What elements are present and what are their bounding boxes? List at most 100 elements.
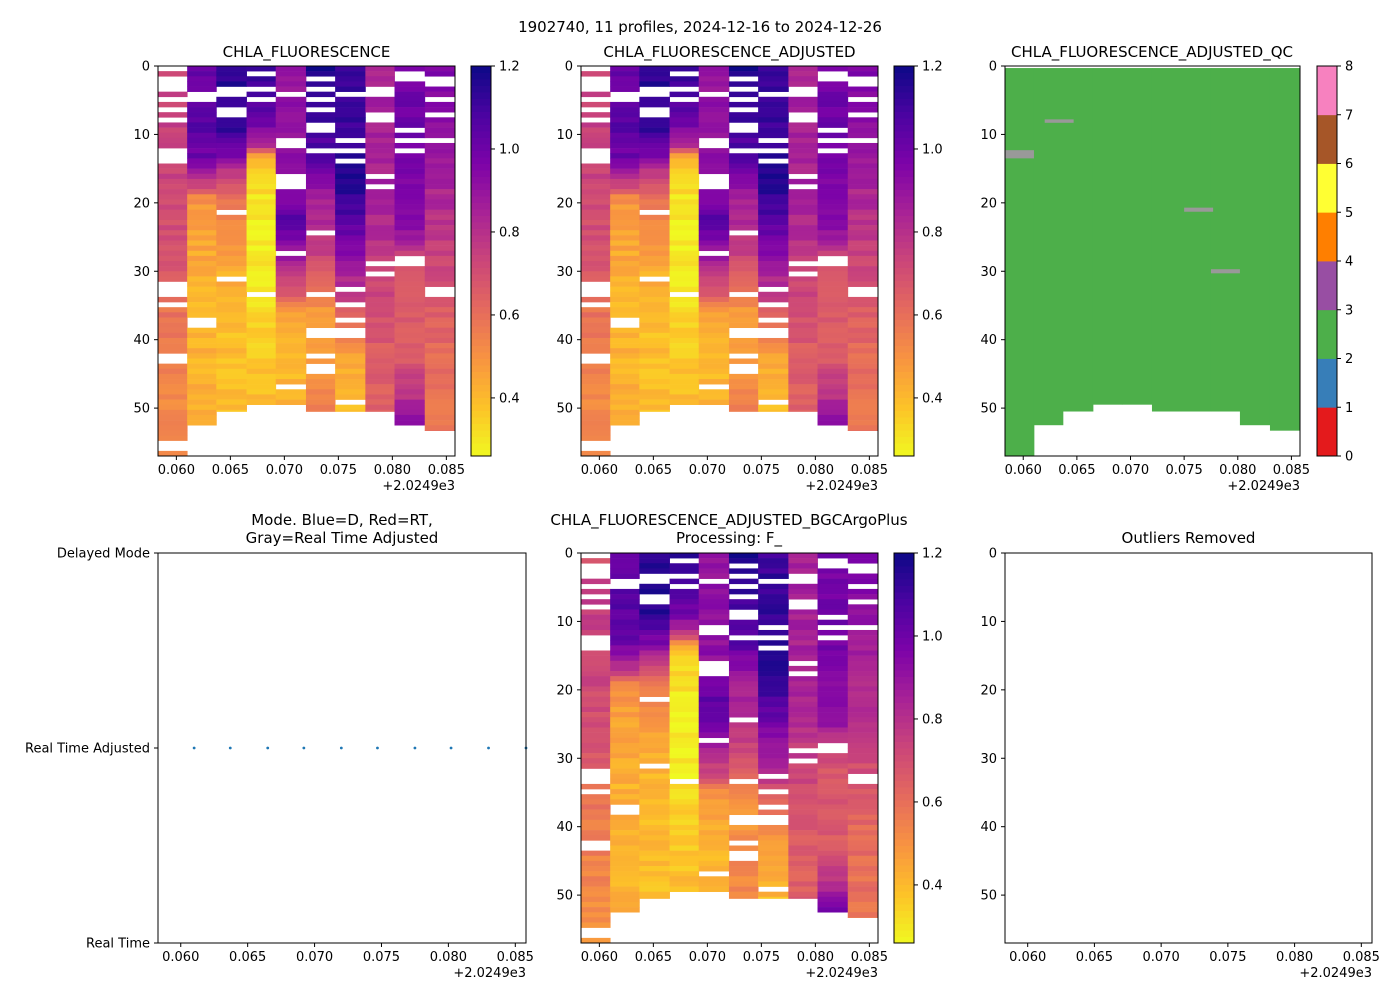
heatmap-cell [335, 142, 366, 149]
heatmap-cell [698, 332, 730, 339]
heatmap-cell [610, 901, 640, 908]
heatmap-cell [847, 676, 879, 682]
heatmap-cell [698, 819, 730, 826]
heatmap-cell [639, 722, 670, 728]
heatmap-cell [788, 245, 818, 252]
heatmap-cell [788, 676, 818, 682]
colorbar-segment [894, 202, 914, 210]
heatmap-cell [639, 876, 670, 882]
heatmap-cell [581, 614, 611, 621]
heatmap-cell [639, 553, 670, 559]
heatmap-cell [728, 168, 759, 175]
heatmap-cell [187, 368, 217, 375]
heatmap-cell [187, 337, 217, 344]
colorbar-segment [894, 735, 914, 742]
heatmap-cell [698, 368, 730, 375]
heatmap-cell [394, 163, 426, 169]
heatmap-cell [610, 194, 640, 200]
heatmap-cell [187, 240, 217, 246]
heatmap-cell [847, 814, 879, 821]
heatmap-cell [669, 286, 700, 293]
heatmap-cell [758, 891, 789, 898]
heatmap-cell [847, 753, 879, 759]
heatmap-cell [581, 681, 611, 687]
heatmap-cell [365, 379, 395, 385]
heatmap-cell [728, 624, 759, 631]
heatmap-cell [610, 189, 640, 195]
heatmap-cell [639, 609, 670, 615]
heatmap-cell [728, 255, 759, 262]
heatmap-cell [698, 307, 730, 313]
heatmap-cell [610, 614, 640, 621]
axes-ticks: 0.060 0.065 0.070 0.075 0.080 0.085+2.0249e30… [556, 547, 888, 982]
heatmap-cell [581, 332, 611, 339]
heatmap-cell [187, 199, 217, 205]
heatmap-cell [335, 343, 366, 349]
heatmap-cell [365, 168, 395, 175]
heatmap-cell [187, 81, 217, 87]
heatmap-cell [424, 189, 456, 195]
colorbar-segment [894, 774, 914, 781]
x-tick-label: 0.065 [1058, 463, 1095, 478]
heatmap-cell [698, 676, 730, 682]
heatmap-cell [424, 204, 456, 210]
heatmap-cell [275, 209, 307, 216]
heatmap-cell [610, 250, 640, 257]
heatmap-cell [639, 255, 670, 262]
colorbar-segment [894, 897, 914, 905]
heatmap-cell [698, 291, 730, 298]
colorbar-segment [471, 358, 491, 366]
heatmap-cell [847, 686, 879, 692]
colorbar-segment [894, 423, 914, 431]
heatmap-cell [758, 112, 789, 118]
heatmap-cell [728, 322, 759, 329]
heatmap-cell [847, 101, 879, 108]
heatmap-cell [669, 866, 700, 872]
heatmap-cell [728, 71, 759, 77]
heatmap-cell [758, 712, 789, 718]
heatmap-cell [758, 384, 789, 390]
qc-colorbar-segment [1317, 261, 1337, 311]
qc-flag-cell [1210, 269, 1240, 274]
heatmap-cell [847, 712, 879, 718]
heatmap-cell [788, 332, 818, 339]
heatmap-cell [581, 209, 611, 216]
heatmap-cell [305, 71, 336, 77]
heatmap-cell [728, 753, 759, 759]
colorbar-segment [894, 339, 914, 346]
heatmap-cell [158, 173, 188, 180]
heatmap-cell [817, 168, 849, 175]
heatmap-cell [847, 322, 879, 329]
heatmap-cell [394, 332, 426, 339]
heatmap-cell [610, 368, 640, 375]
heatmap-cell [669, 578, 700, 585]
x-tick-label: 0.060 [581, 950, 618, 965]
y-tick-label: 10 [556, 128, 573, 143]
heatmap-cell [728, 876, 759, 882]
heatmap-cell [817, 240, 849, 246]
heatmap-cell [581, 619, 611, 626]
colorbar-tick-label: 1 [1345, 401, 1353, 416]
heatmap-cell [335, 307, 366, 313]
heatmap-cell [610, 624, 640, 631]
heatmap-cell [610, 824, 640, 831]
heatmap-cell [817, 245, 849, 252]
heatmap-cell [758, 650, 789, 656]
heatmap-cell [669, 850, 700, 857]
heatmap-cell [728, 225, 759, 231]
colorbar-tick-label: 1.0 [922, 142, 943, 157]
colorbar-segment [894, 722, 914, 729]
x-tick-label: 0.075 [363, 950, 400, 965]
heatmap-cell [817, 266, 849, 272]
heatmap-cell [639, 153, 670, 159]
heatmap-cell [639, 563, 670, 569]
heatmap-cell [817, 96, 849, 103]
heatmap-cell [788, 624, 818, 631]
heatmap-cell [394, 317, 426, 323]
heatmap-cell [335, 373, 366, 380]
y-tick-label: 40 [980, 820, 997, 835]
heatmap-cell [698, 876, 730, 882]
colorbar-segment [894, 209, 914, 216]
heatmap-cell [610, 307, 640, 313]
heatmap-cell [639, 240, 670, 246]
